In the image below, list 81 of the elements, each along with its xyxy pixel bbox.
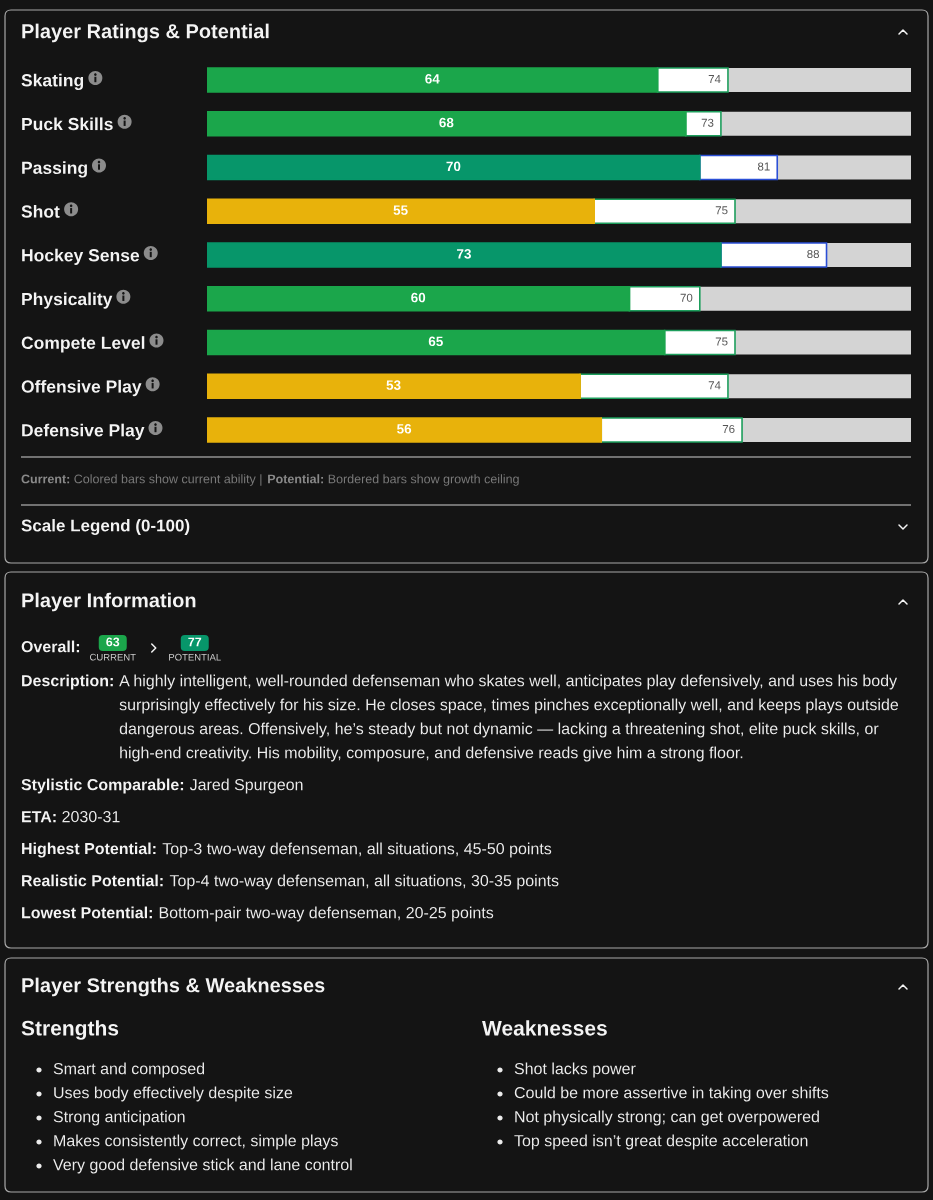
total-label: 70: [680, 293, 693, 302]
text: Strengths: [21, 1020, 119, 1040]
bar: [684, 110, 722, 137]
total-label: 76: [722, 424, 735, 434]
text: Jared Spurgeon: [189, 778, 303, 794]
text: Strong anticipation: [53, 1110, 185, 1126]
bar: [628, 285, 701, 312]
text: POTENTIAL: [169, 653, 221, 661]
text: Player Information: [22, 592, 196, 612]
text: A highly intelligent, well-rounded defenseman who skates well, anticipates play defensively, and uses his body surprisingly effectively for his size. He closes space, times pinches exceptionally well, and keeps plays outside dangerous areas. Offensively, he’s steady but not dynamic — lacking a threatening shot, elite puck skills, or high-end creativity. His mobility, composure, and defensive reads give him a strong floor.: [119, 674, 899, 762]
bar: [699, 154, 779, 181]
data-label: 70: [446, 161, 461, 172]
y-tick-label: Puck Skills: [22, 117, 113, 131]
text: Top speed isn’t great despite acceleration: [514, 1134, 808, 1150]
data-label: 65: [428, 336, 443, 347]
text: Uses body effectively despite size: [54, 1086, 293, 1102]
total-label: 75: [715, 337, 728, 346]
text: Player Strengths & Weaknesses: [22, 977, 325, 997]
text: Weaknesses: [482, 1020, 607, 1036]
bar: [207, 242, 722, 268]
total-label: 73: [701, 118, 714, 127]
bar: [207, 417, 603, 443]
y-tick-label: Defensive Play: [22, 423, 145, 440]
chart-title: Player Ratings & Potential: [22, 23, 269, 43]
bar: [207, 373, 581, 400]
y-tick-label: Shot: [21, 204, 60, 218]
bar: [207, 329, 666, 356]
total-label: 88: [807, 249, 820, 259]
text: Not physically strong; can get overpowered: [515, 1110, 819, 1126]
data-label: 68: [439, 117, 454, 128]
text: 2030-31: [62, 810, 120, 823]
text: Stylistic Comparable:: [21, 778, 184, 794]
y-tick-label: Compete Level: [21, 336, 145, 353]
text: Could be more assertive in taking over shifts: [514, 1086, 829, 1102]
text: Very good defensive stick and lane control: [53, 1158, 352, 1174]
text: Top-3 two-way defenseman, all situations, 45-50 points: [162, 842, 552, 858]
bar: [600, 417, 743, 443]
bar: [720, 242, 828, 268]
total-label: 74: [708, 75, 721, 83]
data-label: 60: [411, 292, 426, 303]
bar: [207, 67, 659, 93]
y-tick-label: Passing: [22, 161, 87, 178]
text: Top-4 two-way defenseman, all situations, 30-35 points: [169, 874, 559, 890]
text: Shot lacks power: [514, 1062, 636, 1078]
bar: [663, 329, 736, 356]
y-tick-label: Offensive Play: [21, 379, 142, 397]
text: CURRENT: [90, 653, 136, 661]
bar: [207, 285, 631, 312]
total-label: 74: [708, 381, 721, 390]
y-tick-label: Physicality: [22, 292, 113, 309]
text: Lowest Potential:: [22, 906, 152, 919]
text: 63: [106, 637, 120, 647]
text: Bottom-pair two-way defenseman, 20-25 points: [159, 906, 494, 922]
text: Scale Legend (0-100): [21, 519, 190, 535]
text: Smart and composed: [53, 1062, 205, 1078]
data-label: 64: [425, 74, 440, 84]
bar: [593, 198, 736, 225]
y-tick-label: Skating: [21, 73, 84, 91]
text: Realistic Potential:: [22, 874, 163, 887]
text: 77: [188, 637, 202, 647]
bar: [207, 110, 687, 137]
total-label: 81: [757, 162, 770, 171]
data-label: 73: [457, 249, 471, 259]
y-tick-label: Hockey Sense: [22, 248, 140, 265]
text: ETA:: [22, 811, 56, 823]
bar: [207, 154, 701, 181]
data-label: 56: [397, 424, 412, 434]
text: Highest Potential:: [22, 842, 156, 858]
text: Current:: [21, 474, 70, 484]
bar: [656, 67, 729, 93]
data-label: 53: [386, 380, 401, 390]
text: Potential:: [268, 474, 323, 484]
data-label: 55: [393, 205, 408, 215]
text: Description:: [22, 674, 113, 690]
text: Makes consistently correct, simple plays: [54, 1134, 338, 1150]
bar: [579, 373, 729, 400]
bar: [207, 198, 595, 225]
text: Overall:: [21, 640, 80, 653]
text: Bordered bars show growth ceiling: [328, 474, 519, 486]
total-label: 75: [715, 206, 728, 215]
text: Colored bars show current ability |: [74, 474, 262, 486]
